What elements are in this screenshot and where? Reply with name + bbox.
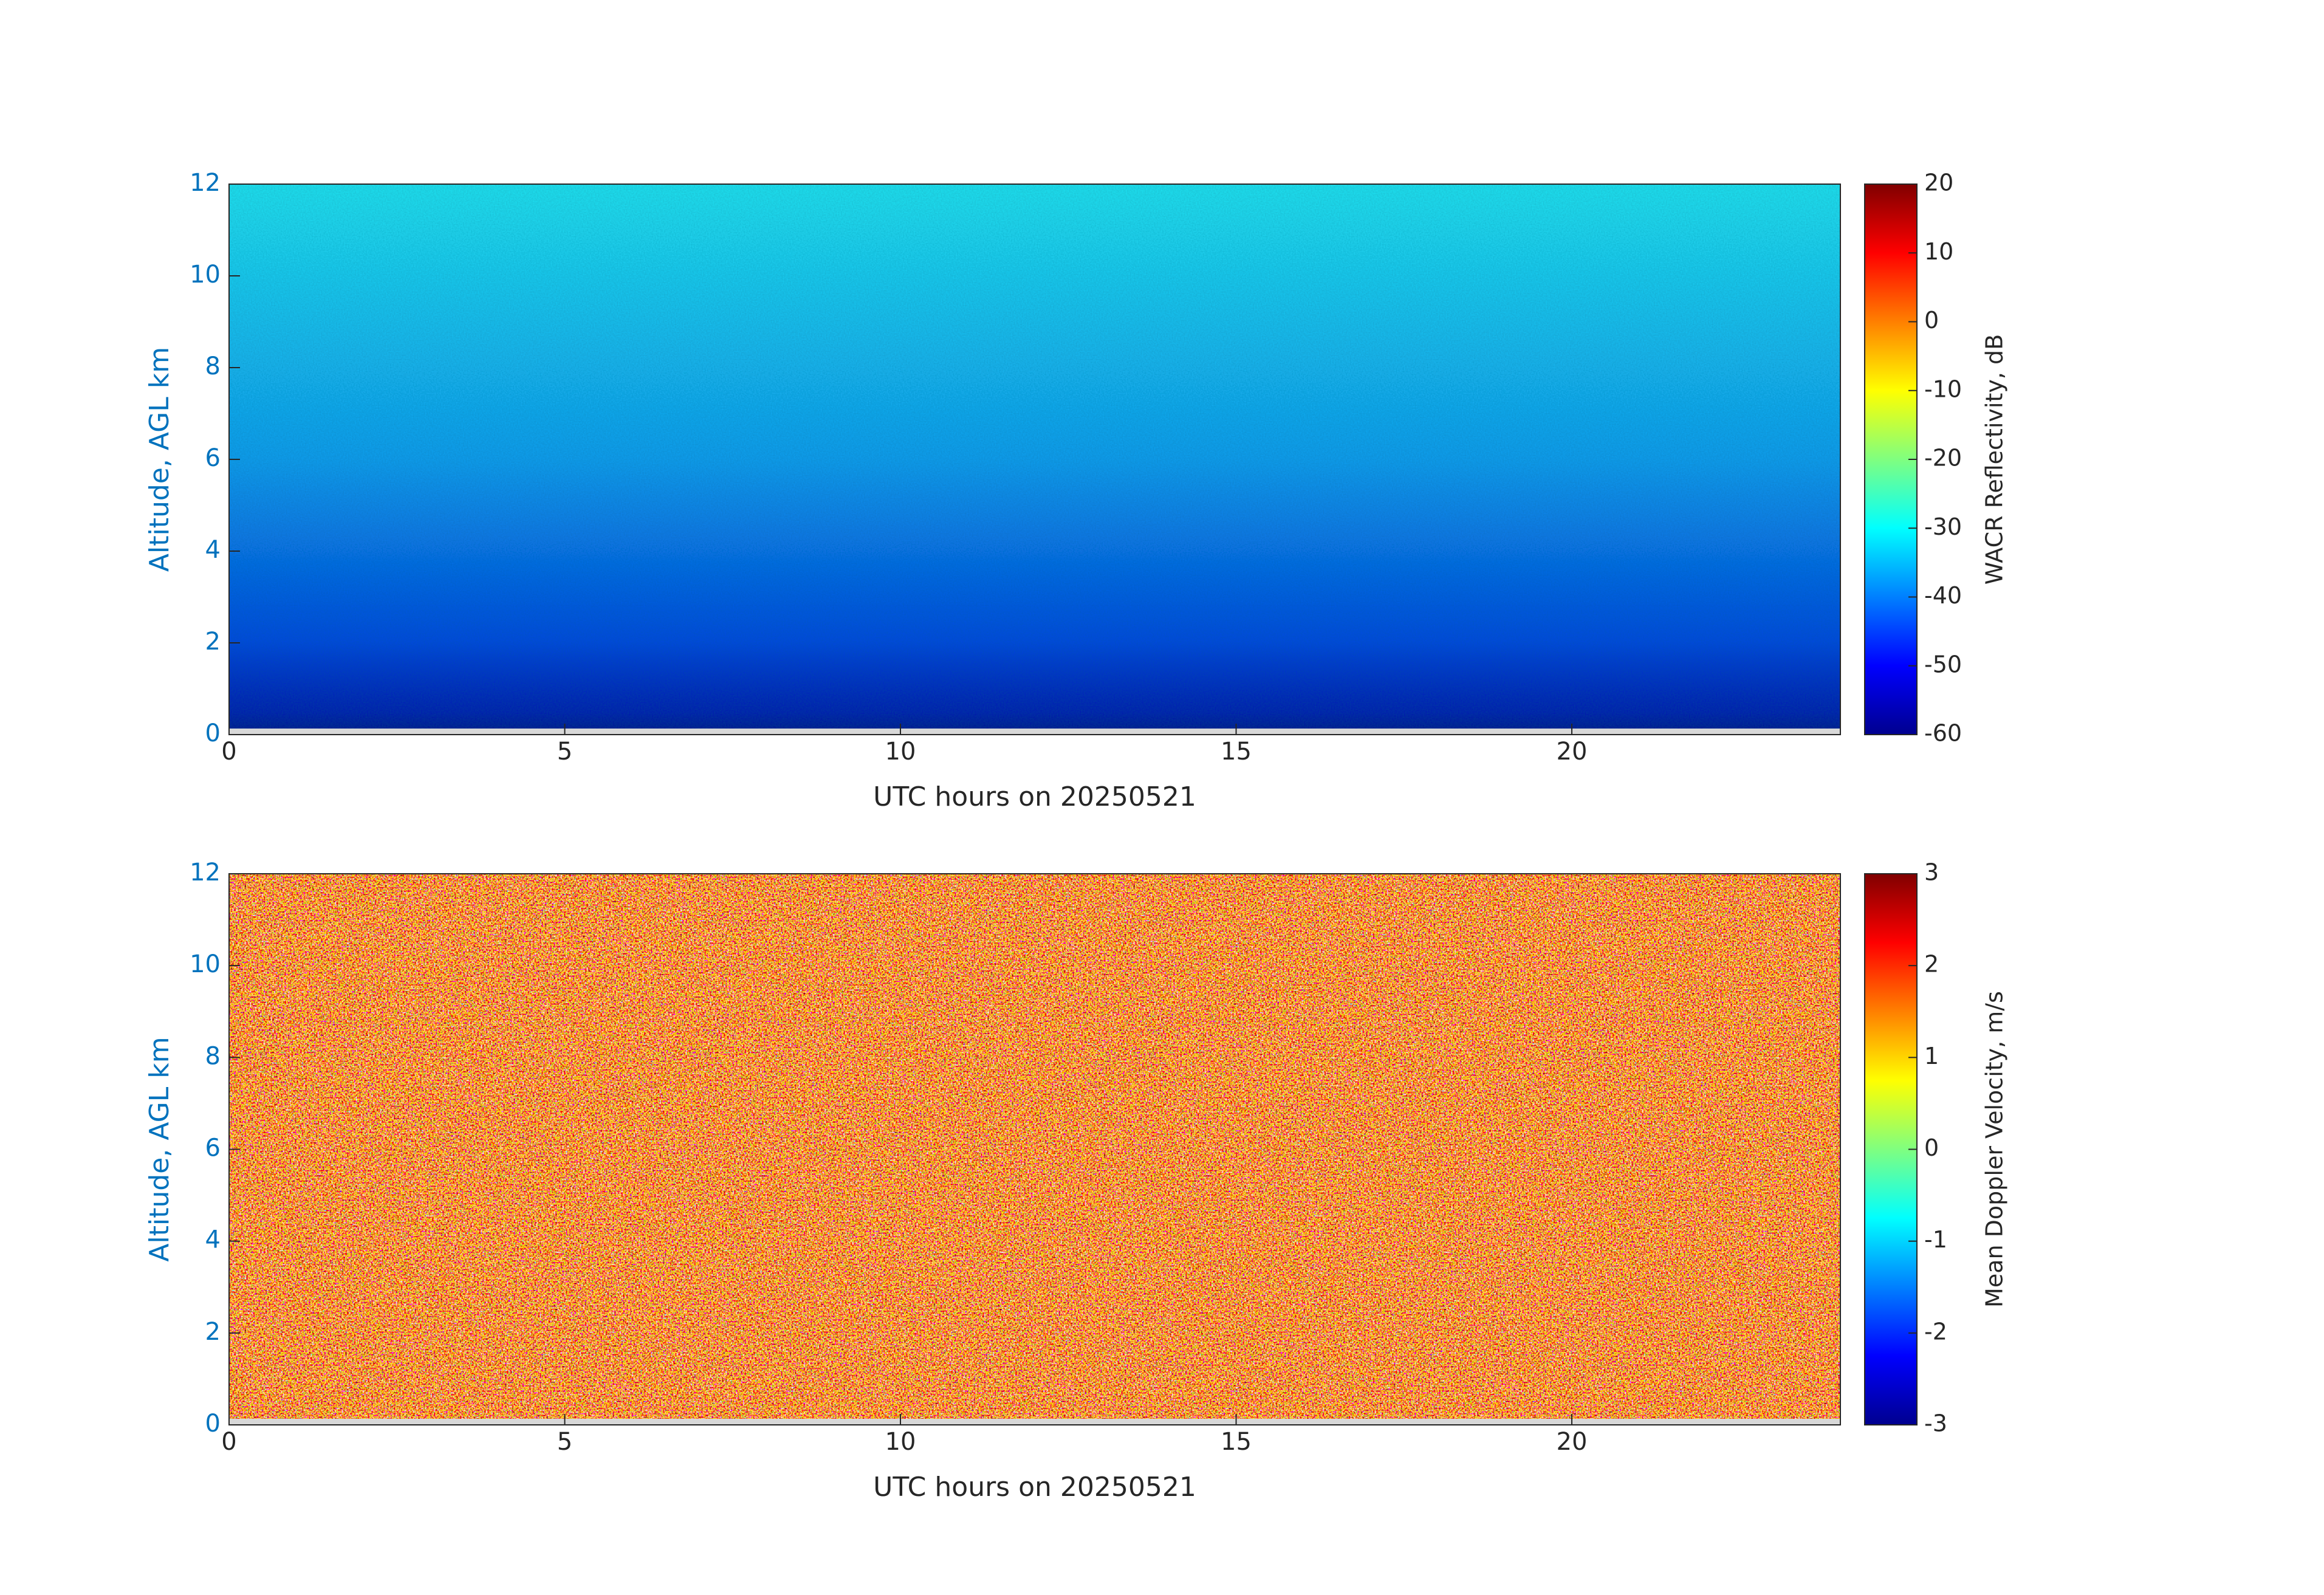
y-tick-label: 2 (205, 628, 221, 656)
x-tick-label: 0 (221, 1428, 236, 1456)
y-tick-label: 0 (205, 1410, 221, 1438)
surface-strip (229, 1419, 1840, 1425)
colorbar-tick-label: -20 (1924, 445, 1962, 472)
y-axis-label: Altitude, AGL km (144, 347, 175, 572)
x-tick-label: 5 (557, 1428, 572, 1456)
x-axis-label: UTC hours on 20250521 (873, 781, 1196, 812)
colorbar-tick-label: 20 (1924, 170, 1953, 196)
colorbar-label: Mean Doppler Velocity, m/s (1981, 991, 2008, 1308)
x-axis-label: UTC hours on 20250521 (873, 1472, 1196, 1503)
reflectivity-field (229, 184, 1840, 735)
x-tick-label: 20 (1557, 738, 1588, 766)
colorbar-tick-label: -40 (1924, 582, 1962, 609)
colorbar-tick-label: -30 (1924, 513, 1962, 540)
colorbar-tick-label: 0 (1924, 1134, 1939, 1161)
y-tick-label: 12 (190, 169, 221, 197)
x-tick-label: 15 (1221, 1428, 1252, 1456)
colorbar-tick-label: -2 (1924, 1318, 1947, 1345)
x-tick-label: 10 (885, 738, 916, 766)
x-tick-label: 5 (557, 738, 572, 766)
x-tick-label: 10 (885, 1428, 916, 1456)
velocity-field (229, 874, 1840, 1425)
y-tick-label: 6 (205, 1134, 221, 1162)
y-tick-label: 12 (190, 859, 221, 887)
colorbar-tick-label: 3 (1924, 859, 1939, 886)
colorbar-tick-label: -1 (1924, 1226, 1947, 1253)
colorbar-tick-label: 1 (1924, 1043, 1939, 1069)
y-tick-label: 6 (205, 444, 221, 472)
colorbar-tick-label: -60 (1924, 720, 1962, 747)
x-tick-label: 0 (221, 738, 236, 766)
y-axis-label: Altitude, AGL km (144, 1037, 175, 1261)
colorbar-tick-label: 0 (1924, 307, 1939, 334)
surface-strip (229, 729, 1840, 735)
colorbar-tick-label: -3 (1924, 1410, 1947, 1437)
colorbar-tick-label: -10 (1924, 376, 1962, 402)
colorbar (1864, 873, 1918, 1425)
y-tick-label: 10 (190, 950, 221, 978)
colorbar-label: WACR Reflectivity, dB (1981, 334, 2008, 585)
y-tick-label: 4 (205, 1226, 221, 1254)
colorbar-tick-label: 2 (1924, 951, 1939, 978)
colorbar (1864, 184, 1918, 735)
colorbar-tick-label: -50 (1924, 651, 1962, 677)
y-tick-label: 8 (205, 352, 221, 380)
x-tick-label: 20 (1557, 1428, 1588, 1456)
colorbar-tick-label: 10 (1924, 238, 1953, 265)
y-tick-label: 0 (205, 719, 221, 747)
y-tick-label: 8 (205, 1042, 221, 1070)
y-tick-label: 2 (205, 1318, 221, 1346)
y-tick-label: 10 (190, 261, 221, 289)
y-tick-label: 4 (205, 536, 221, 564)
x-tick-label: 15 (1221, 738, 1252, 766)
